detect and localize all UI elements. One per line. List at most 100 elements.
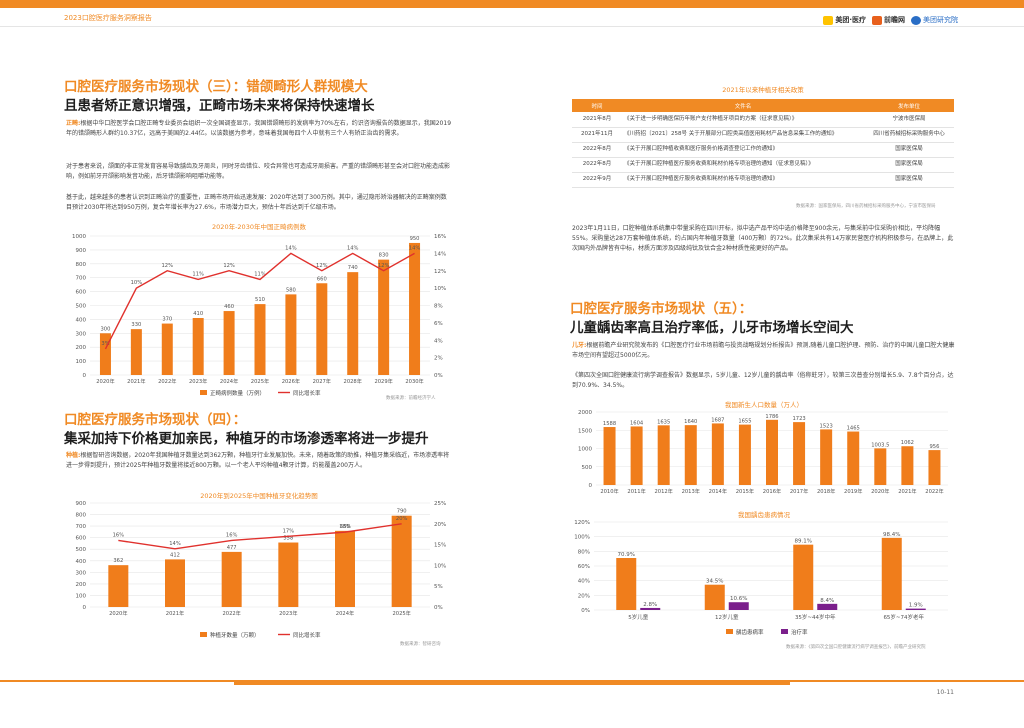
- y-tick-label: 800: [76, 262, 87, 268]
- x-tick-label: 2020年: [871, 487, 889, 495]
- bar: [223, 311, 235, 375]
- bar: [616, 558, 637, 610]
- bar: [603, 427, 616, 485]
- qianzhan-logo-text: 前瞻网: [884, 16, 905, 24]
- x-tick-label: 65岁~74岁老年: [883, 613, 924, 621]
- bar: [905, 608, 926, 610]
- section5-title-line1: 口腔医疗服务市场现状（五）：: [570, 301, 753, 317]
- section5-para2: 《第四次全国口腔健康流行病学调查报告》数据显示，5岁儿童、12岁儿童的龋齿率（俗…: [572, 372, 954, 389]
- chart3-svg: 0 500 1000 1500 2000 1588 2010年 1604 2011年 1635 20…: [578, 410, 948, 495]
- line-value-label: 11%: [192, 271, 204, 277]
- y-tick-label: 800: [76, 513, 87, 519]
- bar: [335, 530, 355, 607]
- line-value-label: 11%: [254, 271, 266, 277]
- x-tick-label: 2024年: [336, 609, 354, 617]
- y2-tick-label: 16%: [434, 234, 446, 240]
- x-tick-label: 2011年: [627, 487, 645, 495]
- legend-swatch-bar: [200, 632, 207, 637]
- line-value-label: 20%: [396, 516, 408, 522]
- table-cell: 2022年8月: [572, 157, 622, 173]
- header-divider: [0, 26, 1024, 27]
- chart1-source: 数据来源：前瞻经济学人: [386, 396, 436, 401]
- x-tick-label: 2022年: [222, 609, 240, 617]
- chart2-svg: 0 100 200 300 400 500 600 700 800 900 0% 5% 10% 15% 20…: [76, 501, 447, 639]
- y-tick-label: 20%: [578, 593, 590, 599]
- y2-tick-label: 20%: [434, 522, 446, 528]
- y-tick-label: 200: [76, 582, 87, 588]
- y-tick-label: 700: [76, 524, 87, 530]
- y-tick-label: 200: [76, 345, 87, 351]
- footer-accent: [234, 682, 790, 685]
- chart2-source: 数据来源：智研咨询: [400, 642, 441, 647]
- bar: [409, 242, 421, 375]
- bar: [657, 425, 670, 485]
- x-tick-label: 2014年: [709, 487, 727, 495]
- table-cell: 四川省药械招标采购服务中心: [864, 127, 954, 143]
- x-tick-label: 2010年: [600, 487, 618, 495]
- legend-label-line: 同比增长率: [293, 389, 321, 397]
- para-lead-implant: 种植:: [66, 452, 81, 459]
- y-tick-label: 500: [76, 304, 87, 310]
- y-tick-label: 500: [76, 547, 87, 553]
- x-tick-label: 2029年: [374, 377, 392, 385]
- x-tick-label: 2016年: [763, 487, 781, 495]
- bar: [192, 318, 204, 375]
- y-tick-label: 0: [83, 605, 87, 611]
- bar-value-label: 1640: [684, 419, 697, 425]
- x-tick-label: 2027年: [313, 377, 331, 385]
- qianzhan-logo: 前瞻网: [872, 15, 905, 25]
- bar-value-label: 300: [101, 326, 111, 332]
- bar: [316, 283, 328, 375]
- bar-value-label: 410: [193, 311, 203, 317]
- bar-value-label: 362: [113, 558, 123, 564]
- bar: [728, 602, 749, 610]
- line-value-label: 18%: [339, 524, 351, 530]
- table-cell: 《川药招〔2021〕258号 关于开展部分口腔类高值医用耗材产品信息采集工作的通…: [622, 127, 864, 143]
- para-text: 根据中华口腔医学会口腔正畸专业委员会组织一次全国调查显示，我国错颌畸形的发病率为…: [66, 120, 452, 137]
- y2-tick-label: 8%: [434, 304, 443, 310]
- legend-swatch-bar: [200, 390, 207, 395]
- growth-rate-line: [118, 523, 402, 550]
- table-cell: 2022年8月: [572, 142, 622, 158]
- y-tick-label: 100%: [574, 535, 590, 541]
- table-cell: 宁波市医保局: [864, 112, 954, 128]
- table-cell: 《关于进一步明确医保历年账户支付种植牙项目的方案（征求意见稿）》: [622, 112, 864, 128]
- y-tick-label: 1000: [72, 234, 86, 240]
- table-cell: 国家医保局: [864, 157, 954, 173]
- chart1-title: 2020年-2030年中国正畸病例数: [212, 223, 306, 231]
- bar-value-label: 1.9%: [909, 603, 923, 609]
- bar-value-label: 412: [170, 552, 180, 558]
- bar: [684, 425, 697, 485]
- y2-tick-label: 14%: [434, 251, 446, 257]
- bar: [391, 515, 412, 607]
- bar: [928, 450, 941, 485]
- y2-tick-label: 2%: [434, 356, 443, 362]
- x-tick-label: 35岁~44岁中年: [795, 613, 836, 621]
- bar-value-label: 460: [224, 304, 234, 310]
- x-tick-label: 2030年: [405, 377, 423, 385]
- bar: [881, 537, 902, 610]
- meituan-logo-text: 美团·医疗: [835, 16, 866, 24]
- y-tick-label: 100: [76, 359, 87, 365]
- meituan-logo: 美团·医疗: [823, 15, 866, 25]
- line-value-label: 16%: [113, 532, 125, 538]
- legend-label: 治疗率: [791, 628, 808, 636]
- y-tick-label: 1500: [578, 428, 592, 434]
- col-header-date: 时间: [572, 99, 622, 112]
- line-value-label: 12%: [316, 263, 328, 269]
- para-text: 根据智研咨询数据，2020年我国种植牙数量达到362万颗，种植牙行业发展加快。未…: [66, 452, 450, 469]
- chart3-title: 我国新生人口数量（万人）: [725, 401, 803, 409]
- bar: [820, 429, 833, 485]
- line-value-label: 12%: [378, 263, 390, 269]
- line-value-label: 14%: [347, 245, 359, 251]
- bar-value-label: 8.4%: [820, 598, 834, 604]
- bar-value-label: 34.5%: [706, 579, 723, 585]
- x-tick-label: 2022年: [925, 487, 943, 495]
- bar-value-label: 370: [162, 317, 172, 323]
- table-cell: 2022年9月: [572, 172, 622, 188]
- y-tick-label: 40%: [578, 579, 590, 585]
- x-tick-label: 2015年: [736, 487, 754, 495]
- legend-label-line: 同比增长率: [293, 631, 321, 639]
- bar: [165, 559, 185, 607]
- y-tick-label: 0: [83, 373, 87, 379]
